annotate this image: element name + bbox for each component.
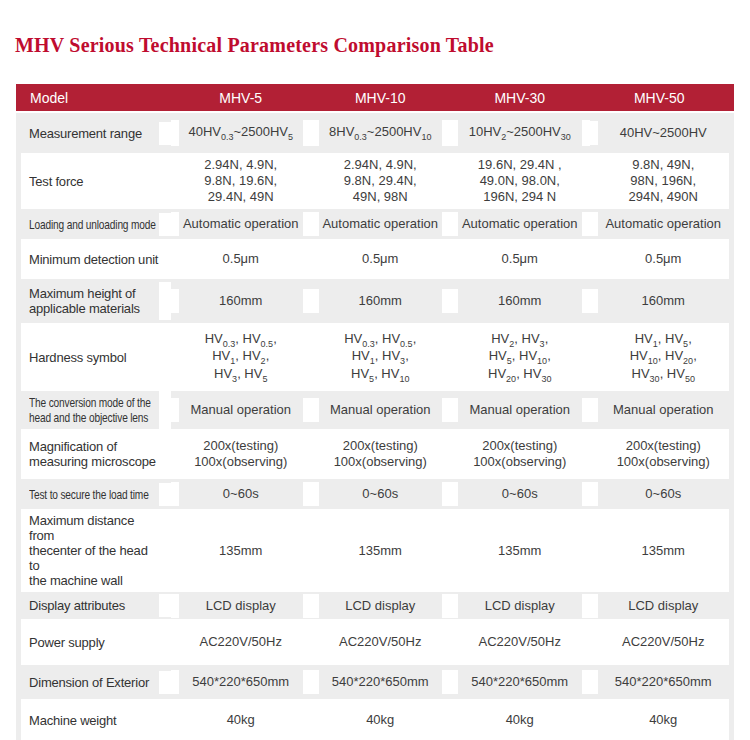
model-column-header-mhv10: MHV-10	[311, 90, 451, 106]
row-label: Hardness symbol	[21, 346, 171, 369]
value-cell: 40HV0.3~2500HV5	[171, 120, 311, 146]
value-cell: 2.94N, 4.9N, 9.8N, 19.6N, 29.4N, 49N	[171, 153, 311, 209]
value-cell: AC220V/50Hz	[171, 630, 311, 654]
row-label: Measurement range	[21, 122, 171, 145]
value-cell: Automatic operation	[311, 212, 451, 236]
model-column-header-mhv50: MHV-50	[590, 90, 730, 106]
value-cell: 2.94N, 4.9N, 9.8N, 29.4N, 49N, 98N	[311, 153, 451, 209]
value-cell: Automatic operation	[171, 212, 311, 236]
value-cell: 8HV0.3~2500HV10	[311, 120, 451, 146]
value-cell: 0.5μm	[171, 247, 311, 271]
row-label: Test to secure the load time	[21, 483, 171, 506]
table-body: Measurement range40HV0.3~2500HV58HV0.3~2…	[16, 111, 734, 740]
model-column-header-mhv30: MHV-30	[450, 90, 590, 106]
table-header-row: Model MHV-5 MHV-10 MHV-30 MHV-50	[16, 84, 734, 111]
table-row: Magnification of measuring microscope200…	[21, 429, 729, 479]
value-cell: AC220V/50Hz	[590, 630, 730, 654]
table-row: Test to secure the load time0~60s0~60s0~…	[21, 479, 729, 509]
value-cell: 135mm	[450, 539, 590, 563]
value-cell: Automatic operation	[450, 212, 590, 236]
row-label: Machine weight	[21, 709, 171, 732]
row-label: Magnification of measuring microscope	[21, 435, 171, 473]
value-cell: 540*220*650mm	[590, 670, 730, 694]
value-cell: HV2, HV3, HV5, HV10, HV20, HV30	[450, 327, 590, 388]
model-column-header-mhv5: MHV-5	[171, 90, 311, 106]
value-cell: 200x(testing) 100x(observing)	[450, 434, 590, 474]
value-cell: LCD display	[171, 594, 311, 618]
row-label: Maximum distance from thecenter of the h…	[21, 509, 171, 592]
table-row: Hardness symbolHV0.3, HV0.5, HV1, HV2, H…	[21, 323, 729, 391]
value-cell: LCD display	[590, 594, 730, 618]
value-cell: Manual operation	[590, 398, 730, 422]
value-cell: 40HV~2500HV	[590, 121, 730, 145]
table-row: Display attributesLCD displayLCD display…	[21, 592, 729, 619]
value-cell: Manual operation	[311, 398, 451, 422]
value-cell: 135mm	[171, 539, 311, 563]
row-label: Minimum detection unit	[21, 248, 171, 271]
value-cell: 0~60s	[311, 482, 451, 506]
value-cell: 200x(testing) 100x(observing)	[171, 434, 311, 474]
row-label: Display attributes	[21, 594, 171, 617]
value-cell: 540*220*650mm	[311, 670, 451, 694]
table-row: Power supplyAC220V/50HzAC220V/50HzAC220V…	[21, 619, 729, 665]
value-cell: 40kg	[590, 708, 730, 732]
table-row: Machine weight40kg40kg40kg40kg	[21, 699, 729, 740]
value-cell: 160mm	[450, 289, 590, 313]
value-cell: 0.5μm	[590, 247, 730, 271]
value-cell: 540*220*650mm	[450, 670, 590, 694]
value-cell: Automatic operation	[590, 212, 730, 236]
value-cell: 19.6N, 29.4N , 49.0N, 98.0N, 196N, 294 N	[450, 153, 590, 209]
value-cell: 40kg	[311, 708, 451, 732]
row-label: Power supply	[21, 631, 171, 654]
value-cell: AC220V/50Hz	[311, 630, 451, 654]
value-cell: LCD display	[311, 594, 451, 618]
value-cell: 10HV2~2500HV30	[450, 120, 590, 146]
value-cell: 0~60s	[171, 482, 311, 506]
value-cell: HV1, HV5, HV10, HV20, HV30, HV50	[590, 327, 730, 388]
value-cell: 0.5μm	[450, 247, 590, 271]
row-label: Test force	[21, 170, 171, 193]
table-row: Maximum height of applicable materials16…	[21, 279, 729, 323]
value-cell: 135mm	[590, 539, 730, 563]
value-cell: 135mm	[311, 539, 451, 563]
value-cell: LCD display	[450, 594, 590, 618]
row-label: Dimension of Exterior	[21, 671, 171, 694]
table-row: Minimum detection unit0.5μm0.5μm0.5μm0.5…	[21, 239, 729, 279]
table-row: Dimension of Exterior540*220*650mm540*22…	[21, 665, 729, 699]
table-row: Loading and unloading modeAutomatic oper…	[21, 209, 729, 239]
value-cell: Manual operation	[450, 398, 590, 422]
value-cell: AC220V/50Hz	[450, 630, 590, 654]
table-row: Maximum distance from thecenter of the h…	[21, 509, 729, 592]
value-cell: 160mm	[311, 289, 451, 313]
row-label: The conversion mode of the head and the …	[21, 391, 171, 429]
model-header-label: Model	[21, 90, 171, 106]
params-table: Model MHV-5 MHV-10 MHV-30 MHV-50 Measure…	[16, 84, 734, 740]
value-cell: Manual operation	[171, 398, 311, 422]
table-row: Measurement range40HV0.3~2500HV58HV0.3~2…	[21, 113, 729, 153]
value-cell: 160mm	[590, 289, 730, 313]
value-cell: 0~60s	[450, 482, 590, 506]
row-label: Loading and unloading mode	[21, 213, 171, 236]
value-cell: 40kg	[450, 708, 590, 732]
value-cell: 160mm	[171, 289, 311, 313]
page-title: MHV Serious Technical Parameters Compari…	[15, 34, 750, 57]
table-row: Test force2.94N, 4.9N, 9.8N, 19.6N, 29.4…	[21, 153, 729, 209]
value-cell: 540*220*650mm	[171, 670, 311, 694]
table-row: The conversion mode of the head and the …	[21, 391, 729, 429]
row-label: Maximum height of applicable materials	[21, 282, 171, 320]
value-cell: HV0.3, HV0.5, HV1, HV3, HV5, HV10	[311, 327, 451, 388]
value-cell: 0~60s	[590, 482, 730, 506]
value-cell: 9.8N, 49N, 98N, 196N, 294N, 490N	[590, 153, 730, 209]
value-cell: 40kg	[171, 708, 311, 732]
value-cell: 0.5μm	[311, 247, 451, 271]
value-cell: 200x(testing) 100x(observing)	[590, 434, 730, 474]
value-cell: 200x(testing) 100x(observing)	[311, 434, 451, 474]
value-cell: HV0.3, HV0.5, HV1, HV2, HV3, HV5	[171, 327, 311, 388]
